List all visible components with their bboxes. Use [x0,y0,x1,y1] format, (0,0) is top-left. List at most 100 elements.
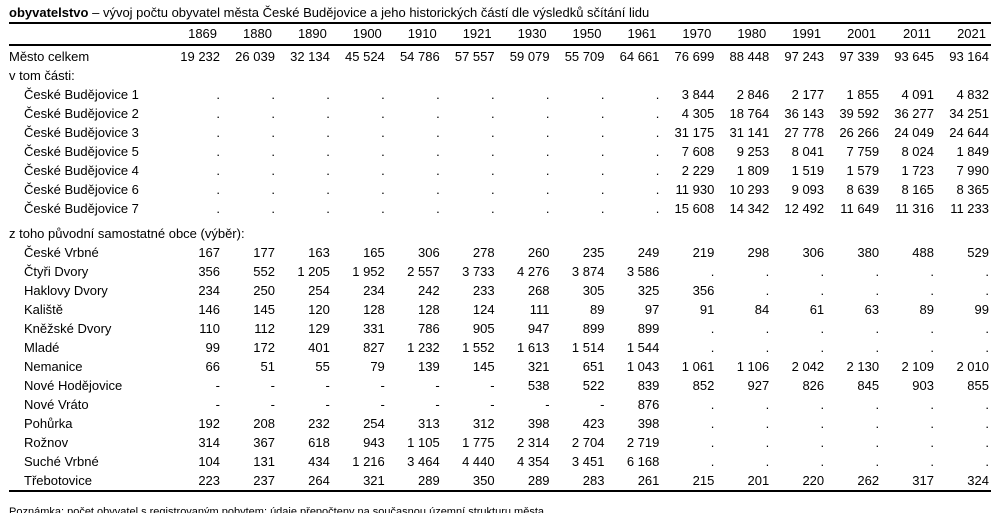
row-label: České Vrbné [24,245,99,260]
value-cell: . [875,340,880,355]
table-row: Suché Vrbné 104 131 434 1 216 3 464 4 440 4 354… [9,452,991,471]
value-cell: 24 049 [894,125,934,140]
value-cell: 4 276 [517,264,550,279]
value-cell: 325 [637,283,660,298]
row-label: Nové Vráto [24,397,89,412]
value-cell: 219 [692,245,715,260]
value-cell: 947 [527,321,550,336]
value-cell: 97 339 [839,49,880,64]
value-cell: 1 232 [407,340,440,355]
value-cell: 12 492 [784,201,825,216]
value-cell: . [875,435,880,450]
value-cell: . [381,144,385,159]
value-cell: . [491,144,495,159]
value-cell: 1 849 [956,144,989,159]
table-row: Čtyři Dvory 356 552 1 205 1 952 2 557 3 733 4 2… [9,262,991,281]
value-cell: 8 041 [791,144,825,159]
value-cell: . [491,106,495,121]
value-cell: 26 039 [235,49,275,64]
row-label: v tom části: [9,68,75,83]
value-cell: . [600,201,605,216]
value-cell: 145 [253,302,275,317]
table-body: Město celkem 19 232 26 039 32 134 45 524 54 7… [9,45,991,491]
row-label: České Budějovice 3 [24,125,139,140]
row-label: Město celkem [9,49,90,64]
value-cell: . [600,106,605,121]
row-label: Nemanice [24,359,83,374]
value-cell: . [491,125,495,140]
value-cell: 201 [747,473,770,488]
value-cell: 97 [644,302,660,317]
value-cell: 278 [472,245,495,260]
value-cell: 93 164 [949,49,989,64]
value-cell: 163 [308,245,330,260]
value-cell: . [765,321,770,336]
value-cell: 54 786 [399,49,440,64]
year-header: 1961 [606,23,662,46]
footnote: Poznámka: počet obyvatel s registrovaným… [9,506,545,513]
table-row: České Budějovice 7......... 15 608 14 342 1… [9,199,991,218]
row-label: Rožnov [24,435,69,450]
table-row: Město celkem 19 232 26 039 32 134 45 524 54 7… [9,45,991,66]
row-label: Mladé [24,340,60,355]
value-cell: 488 [912,245,934,260]
value-cell: . [491,182,495,197]
value-cell: . [930,454,934,469]
value-cell: . [985,397,989,412]
row-label: České Budějovice 7 [24,201,139,216]
value-cell: 8 639 [846,182,880,197]
value-cell: 99 [974,302,989,317]
value-cell: 36 143 [784,106,825,121]
year-header: 1869 [167,23,223,46]
value-cell: 317 [912,473,934,488]
value-cell: 1 552 [462,340,495,355]
value-cell: . [875,321,880,336]
value-cell: . [600,144,605,159]
table-row: Kněžské Dvory 110 112 129 331 786 905 947 899 899… [9,319,991,338]
value-cell: 89 [919,302,934,317]
value-cell: 31 175 [674,125,715,140]
value-cell: . [985,416,989,431]
value-cell: . [875,416,880,431]
value-cell: . [545,201,550,216]
value-cell: 220 [802,473,825,488]
value-cell: 89 [590,302,605,317]
value-cell: 10 293 [729,182,770,197]
value-cell: 651 [582,359,605,374]
row-label: Pohůrka [24,416,73,431]
value-cell: - [270,397,275,412]
corner-cell [9,23,168,46]
value-cell: 128 [363,302,385,317]
value-cell: 55 709 [564,49,605,64]
value-cell: 1 723 [901,163,934,178]
value-cell: . [436,125,440,140]
value-cell: . [875,264,880,279]
value-cell: 434 [308,454,330,469]
value-cell: 2 704 [571,435,605,450]
value-cell: 268 [527,283,550,298]
value-cell: . [655,144,660,159]
value-cell: 618 [308,435,330,450]
value-cell: . [710,397,715,412]
value-cell: 6 168 [626,454,660,469]
value-cell: . [326,163,330,178]
value-cell: 1 061 [681,359,715,374]
value-cell: 31 141 [729,125,770,140]
table-row: Haklovy Dvory 234 250 254 234 242 233 268 305 325… [9,281,991,300]
value-cell: 3 844 [681,87,715,102]
year-header: 1991 [771,23,827,46]
value-cell: 1 855 [846,87,880,102]
value-cell: - [325,378,330,393]
value-cell: . [820,416,825,431]
value-cell: 2 010 [956,359,989,374]
value-cell: . [216,144,221,159]
value-cell: . [436,182,440,197]
value-cell: 903 [912,378,934,393]
value-cell: 129 [308,321,330,336]
value-cell: . [820,454,825,469]
row-label: Haklovy Dvory [24,283,108,298]
value-cell: . [820,340,825,355]
value-cell: 2 177 [791,87,825,102]
value-cell: . [985,454,989,469]
